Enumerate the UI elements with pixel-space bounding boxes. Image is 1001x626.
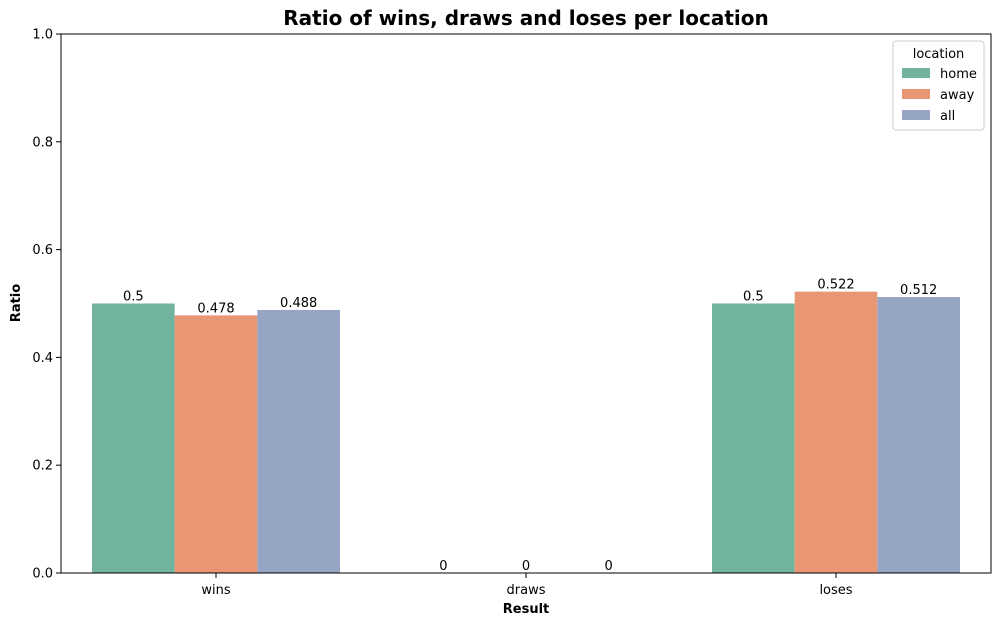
legend: location home away all [892,40,985,131]
chart-title: Ratio of wins, draws and loses per locat… [283,6,768,30]
bar-away-wins [174,315,258,573]
bar-all-loses [877,297,960,573]
data-label: 0.512 [900,283,937,298]
y-tick-label: 0.8 [32,135,53,150]
y-tick-label: 0.6 [32,243,53,258]
plot-area: 0.0 0.2 0.4 0.6 0.8 1.0 wins 0.5 0.478 0.488 draws… [32,28,960,598]
data-label: 0.5 [123,290,144,305]
data-label: 0.5 [743,290,764,305]
y-tick-label: 0.0 [32,567,53,582]
bar-home-wins [92,303,175,573]
legend-label-all: all [940,109,955,124]
x-tick-label: loses [819,583,852,598]
x-tick-label: draws [507,583,546,598]
legend-title: location [913,47,965,62]
legend-label-home: home [940,67,977,82]
legend-label-away: away [940,88,975,103]
bar-all-wins [257,309,340,573]
data-label: 0 [439,559,447,574]
y-axis-label: Ratio [9,284,24,322]
y-tick-label: 1.0 [32,28,53,43]
plot-frame [60,33,992,574]
data-label: 0.478 [197,301,234,316]
legend-box [892,40,985,131]
legend-swatch-all [902,110,930,120]
legend-swatch-home [902,68,930,78]
data-label: 0 [605,559,613,574]
data-label: 0 [522,559,530,574]
bar-home-loses [712,303,795,573]
data-label: 0.522 [817,278,854,293]
bar-away-loses [794,291,878,573]
data-label: 0.488 [280,296,317,311]
y-tick-label: 0.4 [32,351,53,366]
x-tick-label: wins [201,583,230,598]
legend-swatch-away [902,89,930,99]
x-axis-label: Result [503,602,550,617]
y-tick-label: 0.2 [32,459,53,474]
